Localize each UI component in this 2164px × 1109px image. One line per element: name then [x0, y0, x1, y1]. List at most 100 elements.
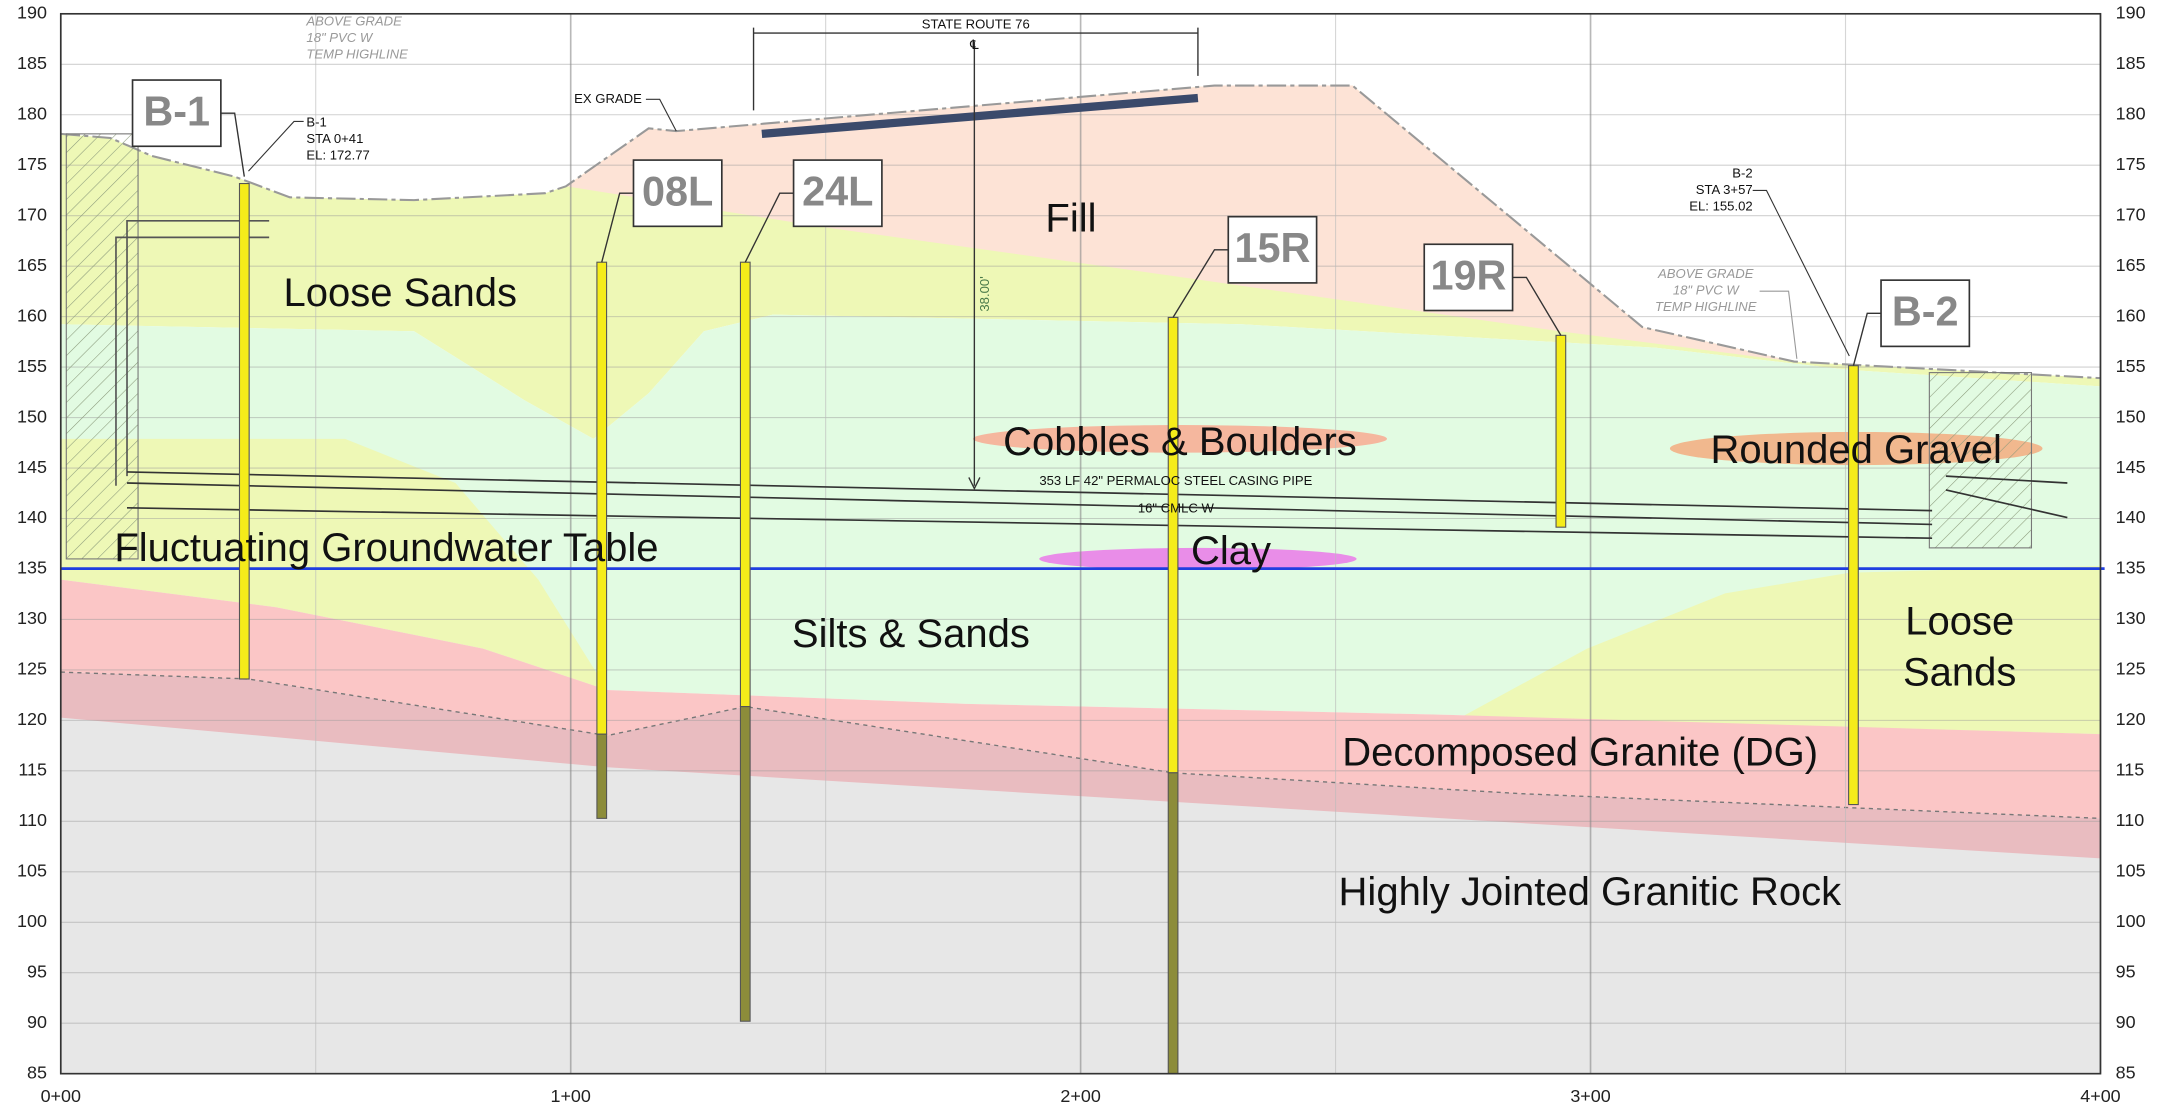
leader: [645, 98, 677, 132]
y-tick-label: 175: [17, 154, 47, 174]
layer-label: Loose Sands: [283, 271, 517, 315]
layer-label: Fill: [1045, 196, 1096, 240]
note: 38.00': [977, 276, 992, 311]
y-tick-label: 115: [2116, 760, 2145, 780]
labels: Fill Loose Sands Cobbles & Boulders Roun…: [17, 3, 2146, 1106]
note: 353 LF 42" PERMALOC STEEL CASING PIPE: [1039, 473, 1312, 488]
boring-label: B-2: [1892, 289, 1959, 335]
note: EL: 155.02: [1689, 198, 1752, 213]
y-tick-label: 170: [2116, 204, 2146, 224]
pit: [1928, 372, 2033, 549]
y-tick-label: 165: [17, 255, 47, 275]
layer-label: Highly Jointed Granitic Rock: [1339, 870, 1843, 914]
y-tick-label: 185: [17, 53, 47, 73]
casing-pipe: [126, 471, 1933, 512]
boring: [238, 182, 250, 680]
y-tick-label: 85: [27, 1062, 47, 1082]
note: EL: 172.77: [306, 147, 369, 162]
note: 18" PVC W: [1673, 283, 1740, 298]
layer-label: Loose: [1905, 599, 2014, 643]
layer-label: Fluctuating Groundwater Table: [114, 526, 658, 570]
boring: [596, 261, 608, 735]
boring: [739, 261, 751, 708]
ground-line: [60, 84, 2101, 380]
note: TEMP HIGHLINE: [306, 47, 408, 62]
boring-label: B-1: [143, 88, 210, 134]
boring: [1555, 334, 1567, 528]
y-tick-label: 135: [17, 558, 47, 578]
boring-tag: [792, 159, 883, 228]
frame: [59, 12, 2102, 1075]
y-tick-label: 90: [2116, 1012, 2136, 1032]
x-tick-label: 4+00: [2080, 1086, 2120, 1106]
boring: [1167, 316, 1179, 774]
note: ℄: [969, 37, 979, 52]
road: [761, 93, 1199, 138]
boring-rock: [739, 706, 751, 1022]
leader: [1759, 290, 1798, 359]
y-tick-label: 165: [2116, 255, 2146, 275]
casing-pipe: [126, 507, 1933, 540]
y-tick-label: 85: [2116, 1062, 2136, 1082]
y-tick-label: 155: [2116, 356, 2146, 376]
layer-label: Decomposed Granite (DG): [1342, 730, 1818, 774]
y-tick-label: 160: [2116, 305, 2146, 325]
boring-rock: [1167, 772, 1179, 1075]
y-tick-label: 120: [17, 709, 47, 729]
boring-tag: [1423, 243, 1514, 312]
boring-tag: [1227, 215, 1318, 284]
y-tick-label: 150: [2116, 406, 2146, 426]
pipe: [115, 219, 270, 486]
y-tick-label: 180: [2116, 103, 2146, 123]
boring-tag: [131, 79, 222, 148]
y-tick-label: 175: [2116, 154, 2146, 174]
x-tick-label: 2+00: [1060, 1086, 1100, 1106]
y-tick-label: 100: [2116, 911, 2146, 931]
layer-label: Rounded Gravel: [1710, 428, 2001, 472]
boring-tag: [1880, 279, 1971, 348]
y-tick-label: 100: [17, 911, 47, 931]
y-tick-label: 125: [2116, 659, 2146, 679]
boring-leader: [1172, 249, 1229, 318]
boring-tag: [632, 159, 723, 228]
layer-label: Sands: [1903, 650, 2016, 694]
dimension: [752, 27, 1199, 491]
y-tick-label: 125: [17, 659, 47, 679]
layer-label: Cobbles & Boulders: [1003, 420, 1357, 464]
x-tick-label: 1+00: [550, 1086, 590, 1106]
y-tick-label: 140: [17, 507, 47, 527]
y-tick-label: 115: [18, 760, 47, 780]
casing-pipe: [1945, 489, 2068, 519]
y-tick-label: 160: [17, 305, 47, 325]
leader: [1752, 189, 1850, 357]
y-tick-label: 150: [17, 406, 47, 426]
y-tick-label: 95: [2116, 961, 2136, 981]
boring-label: 15R: [1234, 225, 1310, 271]
note: B-2: [1732, 165, 1752, 180]
x-tick-label: 3+00: [1570, 1086, 1610, 1106]
y-tick-label: 145: [2116, 457, 2146, 477]
boring-leader: [1512, 276, 1562, 336]
y-tick-label: 145: [17, 457, 47, 477]
boring-label: 24L: [802, 169, 873, 215]
layers: [59, 12, 2105, 1075]
boring-rock: [596, 733, 608, 819]
y-tick-label: 130: [17, 608, 47, 628]
note: STA 3+57: [1696, 182, 1753, 197]
note: EX GRADE: [574, 91, 642, 106]
boring-leader: [744, 192, 794, 263]
y-tick-label: 190: [2116, 3, 2146, 23]
note: TEMP HIGHLINE: [1655, 299, 1757, 314]
y-tick-label: 110: [2116, 810, 2145, 830]
layer-label: Silts & Sands: [792, 612, 1030, 656]
y-tick-label: 155: [17, 356, 47, 376]
cobbles-lens: [972, 425, 1387, 453]
y-tick-label: 170: [17, 204, 47, 224]
x-tick-label: 0+00: [41, 1086, 81, 1106]
y-tick-label: 120: [2116, 709, 2146, 729]
y-tick-label: 135: [2116, 558, 2146, 578]
casing-pipe: [1945, 475, 2068, 484]
pit: [65, 133, 139, 560]
boring-leader: [220, 112, 245, 177]
y-tick-label: 180: [17, 103, 47, 123]
